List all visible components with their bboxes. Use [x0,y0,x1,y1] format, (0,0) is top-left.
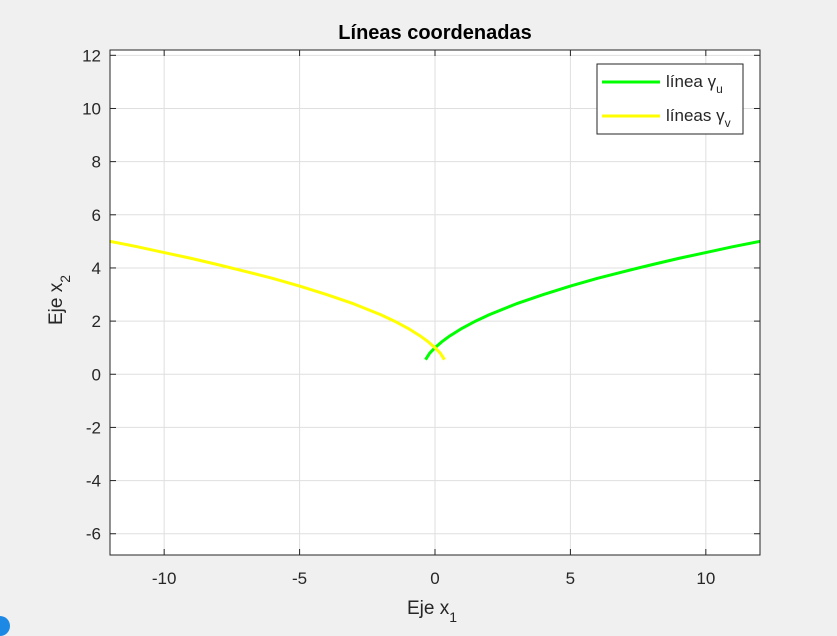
legend-box [596,63,744,135]
x-tick-label: 0 [430,569,439,588]
legend-label-gamma-v: líneas γv [666,106,731,130]
x-tick-label: -5 [292,569,307,588]
y-tick-label: -6 [86,525,101,544]
y-tick-label: 2 [92,312,101,331]
x-axis-label-base: Eje x [407,598,450,619]
y-tick-label: 4 [92,259,101,278]
y-tick-label: -4 [86,472,101,491]
y-tick-label: 8 [92,153,101,172]
y-tick-label: 10 [82,99,101,118]
x-axis-label-sub: 1 [449,609,457,625]
series-line-gamma-v [110,239,446,361]
series-line-gamma-u [424,239,760,361]
x-axis-label: Eje x1 [407,598,457,625]
legend[interactable]: línea γu líneas γv [596,63,744,135]
legend-label-gamma-u: línea γu [666,72,723,96]
y-axis-label-base: Eje x [46,282,67,325]
x-axis: -10 -5 0 5 10 [152,50,715,588]
y-tick-label: 6 [92,206,101,225]
series-layer [110,239,760,361]
y-axis-label-sub: 2 [57,275,73,283]
y-tick-label: -2 [86,418,101,437]
y-axis-label: Eje x2 [46,275,73,325]
chart-title: Líneas coordenadas [338,22,531,44]
x-tick-label: 10 [696,569,715,588]
y-tick-label: 0 [92,365,101,384]
y-tick-label: 12 [82,46,101,65]
y-axis: -6 -4 -2 0 2 4 6 8 10 12 [82,46,760,544]
x-tick-label: 5 [566,569,575,588]
x-tick-label: -10 [152,569,177,588]
